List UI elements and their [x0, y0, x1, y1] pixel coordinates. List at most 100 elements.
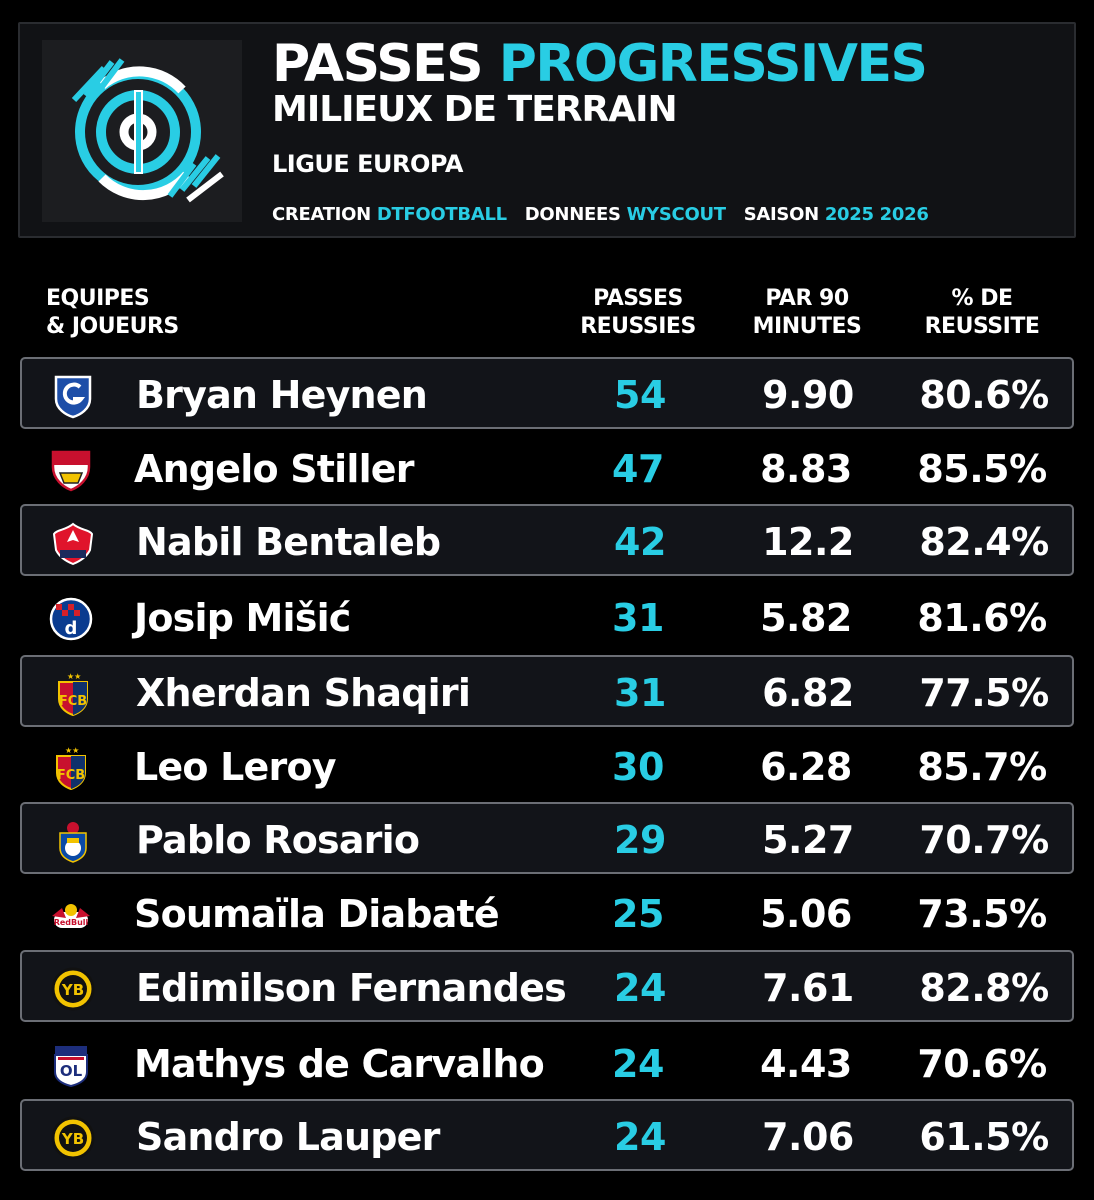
column-header-team: EQUIPES & JOUEURS: [46, 285, 179, 341]
young-boys-crest-icon: YB: [50, 1115, 96, 1161]
player-name: Sandro Lauper: [136, 1115, 440, 1159]
table-row: Pablo Rosario 29 5.27 70.7%: [20, 802, 1074, 874]
success-rate-value: 73.5%: [917, 892, 1047, 936]
per90-value: 6.28: [760, 745, 852, 789]
table-row: YB Edimilson Fernandes 24 7.61 82.8%: [20, 950, 1074, 1022]
player-name: Xherdan Shaqiri: [136, 671, 471, 715]
column-header-passes-line2: REUSSIES: [580, 314, 696, 339]
per90-value: 5.27: [762, 818, 854, 862]
lille-crest-icon: [50, 520, 96, 566]
creation-label: CREATION: [272, 204, 371, 225]
table-row: Nabil Bentaleb 42 12.2 82.4%: [20, 504, 1074, 576]
porto-crest-icon: [50, 818, 96, 864]
success-rate-value: 61.5%: [919, 1115, 1049, 1159]
svg-text:FCB: FCB: [57, 768, 85, 783]
column-header-success-line1: % DE: [951, 286, 1014, 311]
per90-value: 12.2: [762, 520, 854, 564]
player-name: Leo Leroy: [134, 745, 337, 789]
success-rate-value: 85.7%: [917, 745, 1047, 789]
passes-value: 54: [614, 373, 666, 417]
column-header-per90-line2: MINUTES: [752, 314, 862, 339]
player-name: Bryan Heynen: [136, 373, 428, 417]
passes-value: 42: [614, 520, 666, 564]
genk-crest-icon: [50, 373, 96, 419]
success-rate-value: 70.7%: [919, 818, 1049, 862]
success-rate-value: 81.6%: [917, 596, 1047, 640]
young-boys-crest-icon: YB: [50, 966, 96, 1012]
passes-value: 31: [612, 596, 664, 640]
per90-value: 7.06: [762, 1115, 854, 1159]
basel-crest-icon: ★★ FCB: [48, 745, 94, 791]
passes-value: 30: [612, 745, 664, 789]
svg-text:YB: YB: [61, 1130, 84, 1148]
basel-crest-icon: ★★ FCB: [50, 671, 96, 717]
per90-value: 5.06: [760, 892, 852, 936]
per90-value: 8.83: [760, 447, 852, 491]
table-row: d Josip Mišić 31 5.82 81.6%: [20, 582, 1074, 654]
svg-text:★★: ★★: [65, 746, 79, 755]
column-header-success-rate: % DE REUSSITE: [904, 285, 1060, 341]
data-value: WYSCOUT: [626, 204, 726, 225]
success-rate-value: 80.6%: [919, 373, 1049, 417]
dinamo-zagreb-crest-icon: d: [48, 596, 94, 642]
season-label: SAISON: [743, 204, 819, 225]
subtitle: MILIEUX DE TERRAIN: [272, 89, 678, 130]
table-row: YB Sandro Lauper 24 7.06 61.5%: [20, 1099, 1074, 1171]
success-rate-value: 85.5%: [917, 447, 1047, 491]
player-name: Angelo Stiller: [134, 447, 415, 491]
player-name: Soumaïla Diabaté: [134, 892, 500, 936]
passes-value: 29: [614, 818, 666, 862]
passes-value: 31: [614, 671, 666, 715]
salzburg-crest-icon: RedBull: [48, 892, 94, 938]
title-heading: PASSES PROGRESSIVES: [272, 34, 928, 94]
per90-value: 5.82: [760, 596, 852, 640]
svg-text:YB: YB: [61, 981, 84, 999]
title-part1: PASSES: [272, 34, 484, 94]
column-header-passes-line1: PASSES: [593, 286, 683, 311]
success-rate-value: 77.5%: [919, 671, 1049, 715]
table-row: Bryan Heynen 54 9.90 80.6%: [20, 357, 1074, 429]
column-header-success-line2: REUSSITE: [924, 314, 1040, 339]
passes-value: 24: [614, 1115, 666, 1159]
success-rate-value: 70.6%: [917, 1042, 1047, 1086]
passes-value: 24: [614, 966, 666, 1010]
svg-text:OL: OL: [60, 1062, 83, 1080]
player-name: Mathys de Carvalho: [134, 1042, 545, 1086]
per90-value: 4.43: [760, 1042, 852, 1086]
svg-text:FCB: FCB: [59, 694, 87, 709]
column-header-team-line1: EQUIPES: [46, 286, 150, 311]
column-header-per90: PAR 90 MINUTES: [734, 285, 880, 341]
dtfootball-logo-icon: [42, 40, 242, 222]
column-header-per90-line1: PAR 90: [765, 286, 849, 311]
credits-line: CREATION DTFOOTBALL DONNEES WYSCOUT SAIS…: [272, 204, 929, 226]
passes-value: 47: [612, 447, 664, 491]
data-label: DONNEES: [524, 204, 621, 225]
passes-value: 25: [612, 892, 664, 936]
title-part2: PROGRESSIVES: [498, 34, 928, 94]
per90-value: 6.82: [762, 671, 854, 715]
table-row: ★★ FCB Xherdan Shaqiri 31 6.82 77.5%: [20, 655, 1074, 727]
table-row: OL Mathys de Carvalho 24 4.43 70.6%: [20, 1028, 1074, 1100]
per90-value: 7.61: [762, 966, 854, 1010]
passes-value: 24: [612, 1042, 664, 1086]
player-name: Pablo Rosario: [136, 818, 420, 862]
player-name: Edimilson Fernandes: [136, 966, 567, 1010]
column-header-team-line2: & JOUEURS: [46, 314, 179, 339]
stuttgart-crest-icon: [48, 447, 94, 493]
per90-value: 9.90: [762, 373, 854, 417]
svg-text:★★: ★★: [67, 672, 81, 681]
header-panel: PASSES PROGRESSIVES MILIEUX DE TERRAIN L…: [18, 22, 1076, 238]
table-row: ★★ FCB Leo Leroy 30 6.28 85.7%: [20, 731, 1074, 803]
success-rate-value: 82.4%: [919, 520, 1049, 564]
lyon-crest-icon: OL: [48, 1042, 94, 1088]
table-row: RedBull Soumaïla Diabaté 25 5.06 73.5%: [20, 878, 1074, 950]
column-header-passes: PASSES REUSSIES: [562, 285, 714, 341]
player-name: Josip Mišić: [134, 596, 351, 640]
svg-text:d: d: [65, 618, 78, 639]
table-row: Angelo Stiller 47 8.83 85.5%: [20, 433, 1074, 505]
creation-value: DTFOOTBALL: [376, 204, 507, 225]
season-value: 2025 2026: [824, 204, 929, 225]
player-name: Nabil Bentaleb: [136, 520, 441, 564]
svg-text:RedBull: RedBull: [54, 918, 89, 927]
success-rate-value: 82.8%: [919, 966, 1049, 1010]
